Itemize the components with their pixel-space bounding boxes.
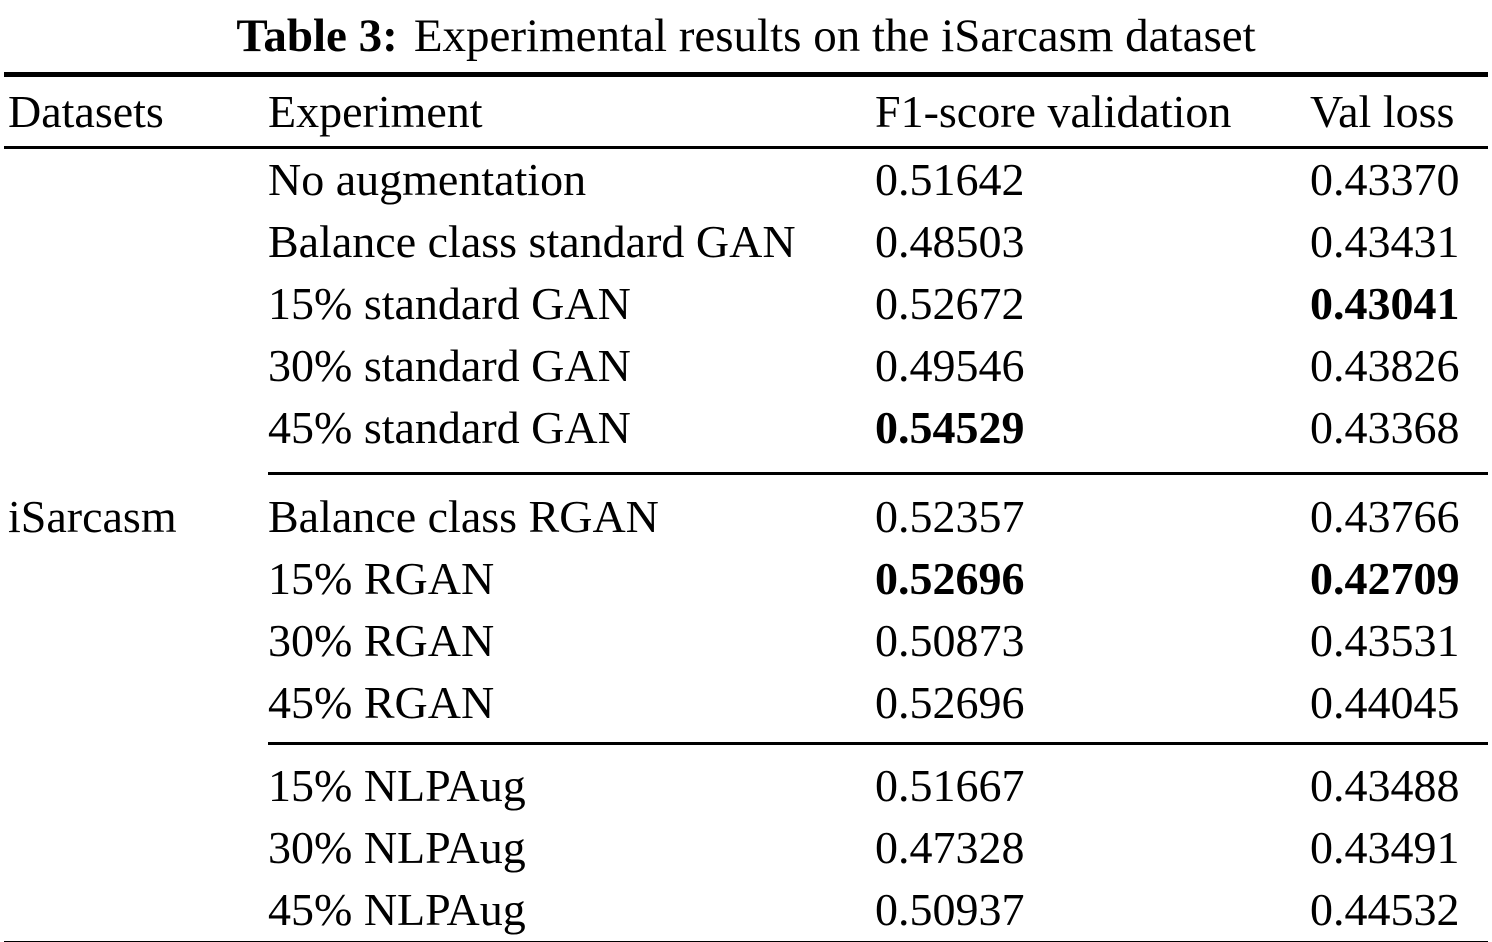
f1-score-cell: 0.52357 bbox=[875, 472, 1310, 548]
experiment-cell: 45% NLPAug bbox=[268, 884, 526, 935]
dataset-cell bbox=[4, 744, 268, 818]
header-experiment: Experiment bbox=[268, 74, 875, 149]
experiment-cell: Balance class RGAN bbox=[268, 472, 875, 548]
table-row: 15% NLPAug 0.51667 0.43488 bbox=[4, 742, 1488, 818]
dataset-cell bbox=[4, 397, 268, 474]
table-header: Datasets Experiment F1-score validation … bbox=[4, 74, 1488, 149]
table-caption-text: Experimental results on the iSarcasm dat… bbox=[413, 10, 1256, 62]
table-row: 45% NLPAug 0.50937 0.44532 bbox=[4, 879, 1488, 942]
results-table: Datasets Experiment F1-score validation … bbox=[4, 72, 1488, 942]
header-row: Datasets Experiment F1-score validation … bbox=[4, 74, 1488, 149]
dataset-cell bbox=[4, 610, 268, 672]
table-row: 45% standard GAN 0.54529 0.43368 bbox=[4, 397, 1488, 474]
f1-score-cell: 0.54529 bbox=[875, 402, 1025, 453]
f1-score-cell: 0.51642 bbox=[875, 154, 1025, 205]
experiment-cell: 15% NLPAug bbox=[268, 742, 875, 817]
val-loss-cell: 0.43041 bbox=[1310, 278, 1460, 329]
experiment-cell: Balance class standard GAN bbox=[268, 216, 796, 267]
table-caption: Table 3: Experimental results on the iSar… bbox=[0, 0, 1492, 72]
table-row: 45% RGAN 0.52696 0.44045 bbox=[4, 672, 1488, 744]
experiment-cell: 45% RGAN bbox=[268, 677, 495, 728]
table-row: 30% standard GAN 0.49546 0.43826 bbox=[4, 335, 1488, 397]
experiment-cell: 30% NLPAug bbox=[268, 822, 526, 873]
dataset-cell bbox=[4, 211, 268, 273]
table-row: iSarcasm Balance class RGAN 0.52357 0.43… bbox=[4, 472, 1488, 548]
header-datasets: Datasets bbox=[4, 74, 268, 149]
experiment-cell: 15% RGAN bbox=[268, 553, 495, 604]
f1-score-cell: 0.51667 bbox=[875, 742, 1310, 817]
f1-score-cell: 0.52696 bbox=[875, 677, 1025, 728]
val-loss-cell: 0.43491 bbox=[1310, 822, 1460, 873]
experiment-cell: 15% standard GAN bbox=[268, 278, 631, 329]
dataset-cell bbox=[4, 817, 268, 879]
f1-score-cell: 0.50937 bbox=[875, 884, 1025, 935]
val-loss-cell: 0.43766 bbox=[1310, 472, 1488, 548]
f1-score-cell: 0.50873 bbox=[875, 615, 1025, 666]
table-row: 30% RGAN 0.50873 0.43531 bbox=[4, 610, 1488, 672]
group-standard-gan: No augmentation 0.51642 0.43370 Balance … bbox=[4, 148, 1488, 474]
table-row: 15% standard GAN 0.52672 0.43041 bbox=[4, 273, 1488, 335]
val-loss-cell: 0.43370 bbox=[1310, 154, 1460, 205]
experiment-cell: 30% standard GAN bbox=[268, 340, 631, 391]
table-row: No augmentation 0.51642 0.43370 bbox=[4, 148, 1488, 212]
val-loss-cell: 0.43368 bbox=[1310, 402, 1460, 453]
dataset-label-cell: iSarcasm bbox=[8, 491, 177, 542]
val-loss-cell: 0.44532 bbox=[1310, 884, 1460, 935]
val-loss-cell: 0.43488 bbox=[1310, 742, 1488, 817]
val-loss-cell: 0.43431 bbox=[1310, 216, 1460, 267]
val-loss-cell: 0.42709 bbox=[1310, 553, 1460, 604]
table-caption-label: Table 3: bbox=[236, 10, 398, 62]
table-row: 30% NLPAug 0.47328 0.43491 bbox=[4, 817, 1488, 879]
val-loss-cell: 0.43826 bbox=[1310, 340, 1460, 391]
header-f1-score: F1-score validation bbox=[875, 74, 1310, 149]
val-loss-cell: 0.44045 bbox=[1310, 677, 1460, 728]
f1-score-cell: 0.52696 bbox=[875, 553, 1025, 604]
group-nlpaug: 15% NLPAug 0.51667 0.43488 30% NLPAug 0.… bbox=[4, 742, 1488, 942]
experiment-cell: 30% RGAN bbox=[268, 615, 495, 666]
dataset-cell bbox=[4, 273, 268, 335]
f1-score-cell: 0.49546 bbox=[875, 340, 1025, 391]
dataset-cell bbox=[4, 148, 268, 212]
dataset-cell bbox=[4, 672, 268, 744]
table-row: 15% RGAN 0.52696 0.42709 bbox=[4, 548, 1488, 610]
group-rgan: iSarcasm Balance class RGAN 0.52357 0.43… bbox=[4, 472, 1488, 744]
dataset-cell bbox=[4, 879, 268, 942]
header-val-loss: Val loss bbox=[1310, 74, 1488, 149]
dataset-cell bbox=[4, 335, 268, 397]
f1-score-cell: 0.47328 bbox=[875, 822, 1025, 873]
dataset-cell bbox=[4, 548, 268, 610]
f1-score-cell: 0.48503 bbox=[875, 216, 1025, 267]
experiment-cell: 45% standard GAN bbox=[268, 402, 631, 453]
table-row: Balance class standard GAN 0.48503 0.434… bbox=[4, 211, 1488, 273]
experiment-cell: No augmentation bbox=[268, 154, 587, 205]
f1-score-cell: 0.52672 bbox=[875, 278, 1025, 329]
val-loss-cell: 0.43531 bbox=[1310, 615, 1460, 666]
